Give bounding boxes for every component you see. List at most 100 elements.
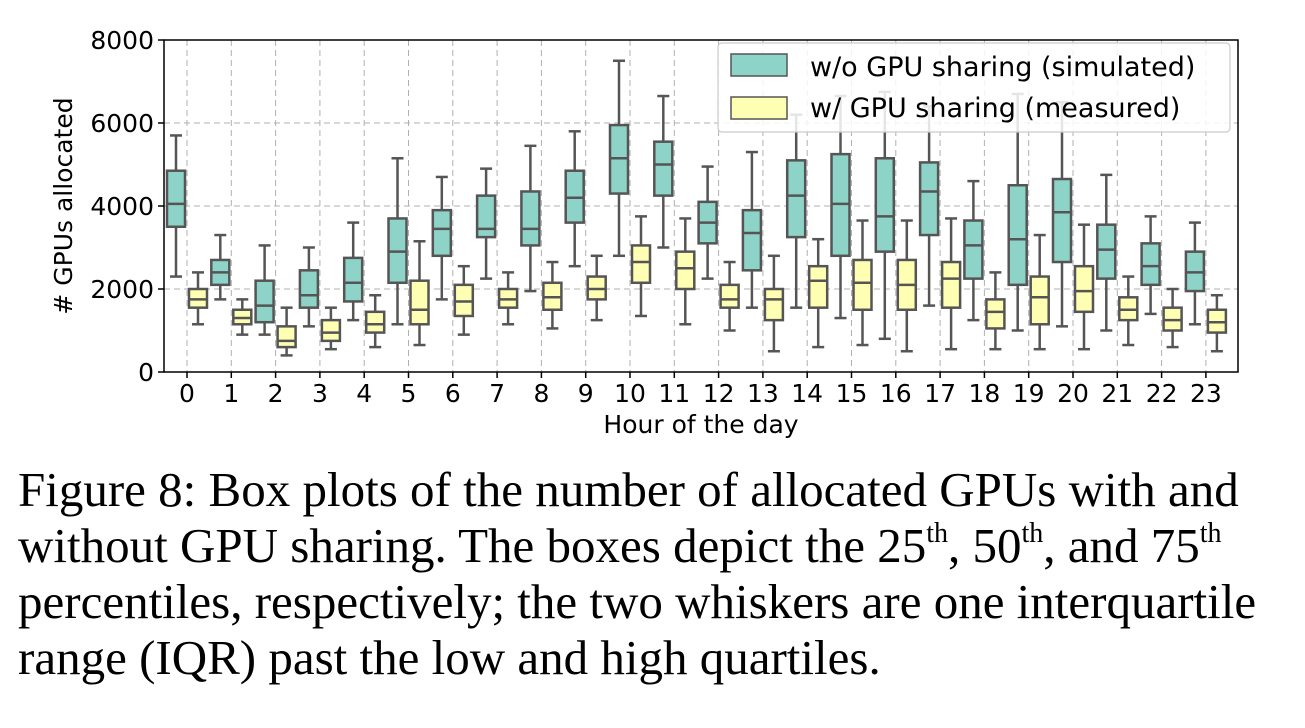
legend: w/o GPU sharing (simulated) w/ GPU shari… (717, 42, 1231, 133)
box-0-21 (1096, 173, 1117, 332)
x-tick-label: 8 (533, 379, 549, 408)
box-0-7 (475, 167, 497, 280)
box-0-20 (1051, 101, 1073, 328)
box-iqr (254, 279, 275, 324)
box-1-8 (542, 260, 563, 330)
box-iqr (342, 256, 364, 303)
box-iqr (940, 260, 962, 309)
x-tick-label: 2 (268, 379, 284, 408)
x-tick-label: 5 (401, 379, 417, 408)
x-axis-label: Hour of the day (603, 410, 798, 439)
box-0-5 (387, 157, 408, 326)
box-1-5 (409, 240, 430, 347)
box-1-12 (719, 260, 740, 332)
box-1-19 (1029, 233, 1050, 351)
x-tick-label: 9 (578, 379, 594, 408)
box-iqr (1140, 242, 1161, 287)
y-tick-label: 2000 (90, 275, 154, 304)
box-iqr (874, 157, 896, 253)
box-iqr (1051, 177, 1073, 264)
box-0-2 (254, 244, 275, 336)
box-1-10 (630, 215, 652, 318)
y-tick-label: 4000 (90, 192, 154, 221)
x-tick-label: 1 (223, 379, 239, 408)
caption-text-1: Figure 8: Box plots of the number of all… (18, 462, 1239, 573)
box-1-15 (852, 219, 873, 347)
box-iqr (475, 194, 497, 239)
box-iqr (165, 169, 187, 229)
y-tick-label: 8000 (90, 26, 154, 55)
box-1-20 (1073, 223, 1095, 351)
box-0-10 (608, 59, 630, 258)
box-iqr (785, 159, 807, 239)
box-0-0 (165, 134, 187, 278)
x-tick-label: 14 (791, 379, 823, 408)
x-tick-label: 0 (179, 379, 195, 408)
box-iqr (320, 318, 342, 343)
box-iqr (719, 283, 740, 309)
x-tick-label: 12 (703, 379, 735, 408)
y-axis: 0 2000 4000 6000 8000 (90, 26, 164, 387)
y-axis-label: # GPUs allocated (49, 97, 78, 314)
box-0-17 (918, 105, 940, 307)
box-1-3 (320, 306, 342, 351)
box-0-4 (342, 221, 364, 322)
caption-sup-2: th (1021, 518, 1044, 549)
x-tick-label: 7 (489, 379, 505, 408)
box-1-6 (453, 264, 475, 336)
x-tick-label: 13 (747, 379, 779, 408)
box-1-7 (497, 271, 519, 326)
box-1-0 (187, 271, 209, 326)
box-1-17 (940, 217, 962, 351)
legend-swatch-simulated (730, 53, 788, 77)
box-0-11 (653, 94, 674, 249)
x-tick-label: 15 (836, 379, 868, 408)
box-1-22 (1162, 287, 1183, 349)
x-tick-label: 17 (924, 379, 956, 408)
box-iqr (675, 250, 696, 291)
y-tick-label: 6000 (90, 109, 154, 138)
box-iqr (1073, 264, 1095, 314)
box-iqr (364, 310, 386, 334)
box-iqr (431, 208, 453, 258)
box-0-8 (520, 144, 541, 293)
legend-swatch-measured (730, 96, 788, 120)
box-iqr (1007, 184, 1028, 287)
caption-sup-3: th (1199, 518, 1222, 549)
x-tick-label: 21 (1101, 379, 1133, 408)
caption-text-2: , 50 (947, 518, 1022, 573)
box-1-4 (364, 293, 386, 349)
box-1-18 (985, 271, 1006, 351)
x-tick-label: 19 (1013, 379, 1045, 408)
box-1-14 (807, 237, 829, 349)
caption-text-4: percentiles, respectively; the two whisk… (18, 574, 1257, 685)
box-iqr (276, 325, 297, 349)
figure-caption: Figure 8: Box plots of the number of all… (18, 462, 1298, 686)
box-iqr (298, 269, 320, 309)
x-tick-label: 16 (880, 379, 912, 408)
box-0-22 (1140, 215, 1161, 316)
x-tick-label: 18 (968, 379, 1000, 408)
x-tick-label: 10 (614, 379, 646, 408)
box-0-19 (1007, 92, 1028, 332)
caption-text-3: , and 75 (1043, 518, 1200, 573)
box-1-9 (586, 254, 607, 322)
x-axis: 0 1 2 3 4 5 6 7 8 9 10 11 12 13 14 15 16 17 18 19 20 21 22 23 (179, 372, 1222, 408)
box-1-11 (675, 217, 696, 326)
box-0-18 (963, 179, 984, 322)
box-0-3 (298, 246, 320, 328)
box-iqr (918, 161, 940, 237)
box-0-12 (697, 165, 718, 280)
legend-label-simulated: w/o GPU sharing (simulated) (810, 52, 1195, 83)
box-iqr (963, 219, 984, 280)
y-tick-label: 0 (138, 358, 154, 387)
x-tick-label: 6 (445, 379, 461, 408)
x-tick-label: 4 (356, 379, 372, 408)
x-tick-label: 11 (658, 379, 690, 408)
legend-label-measured: w/ GPU sharing (measured) (810, 93, 1180, 124)
box-iqr (520, 190, 541, 247)
box-layer (165, 59, 1228, 357)
box-iqr (763, 287, 785, 322)
x-tick-label: 22 (1146, 379, 1178, 408)
